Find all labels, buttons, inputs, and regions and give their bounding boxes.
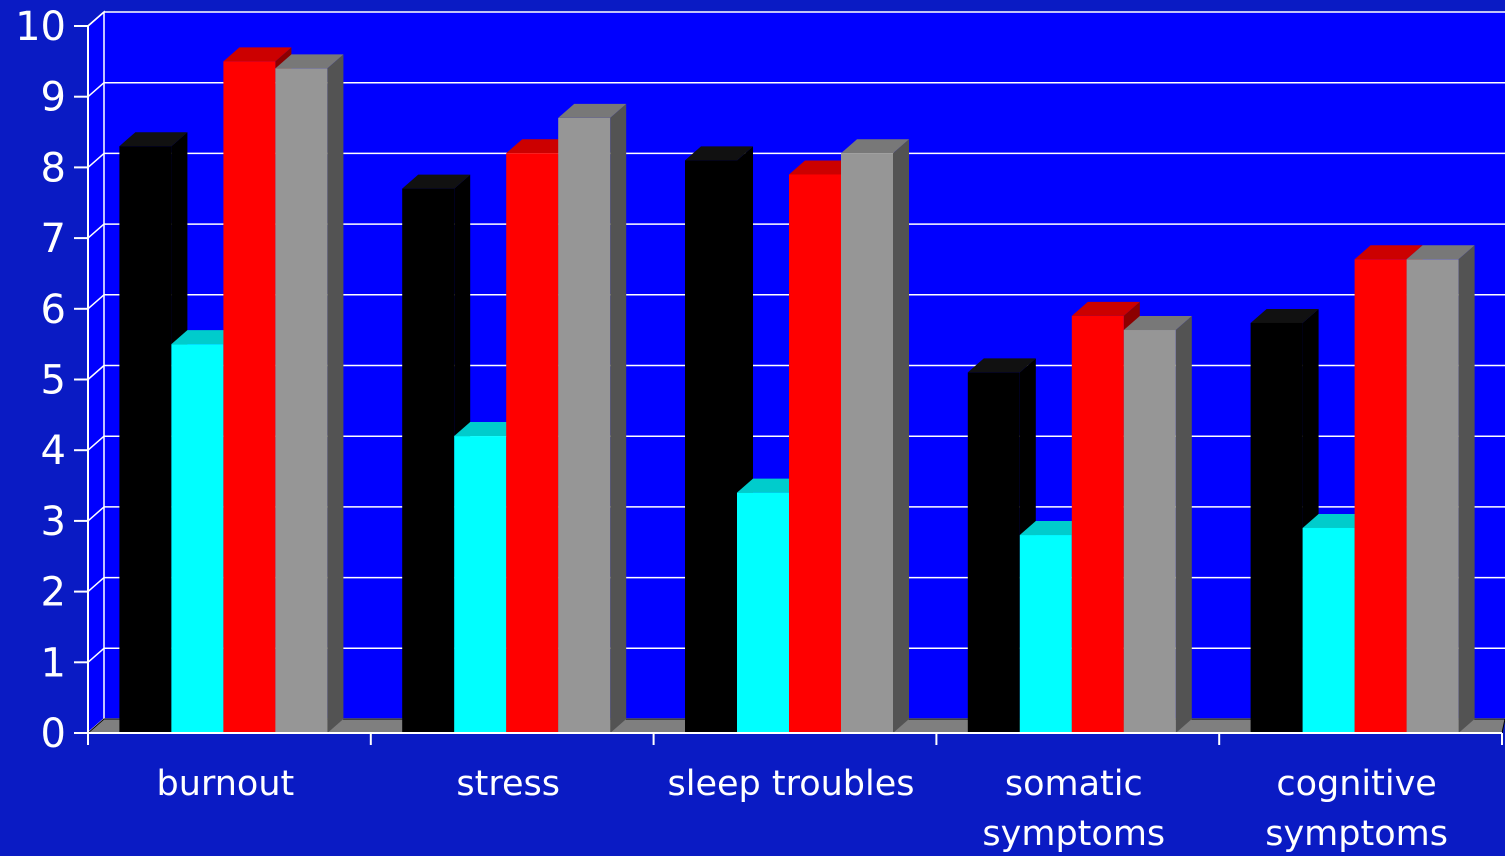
bar-front bbox=[275, 68, 328, 734]
bar-side bbox=[1458, 245, 1475, 733]
y-tick-label: 10 bbox=[15, 4, 66, 50]
y-tick-label: 4 bbox=[41, 428, 66, 474]
y-tick-label: 0 bbox=[41, 711, 66, 757]
bar-top bbox=[685, 146, 753, 161]
bar-front bbox=[223, 61, 276, 734]
y-axis-ticks: 0 1 2 3 4 5 6 7 8 9 10 bbox=[15, 4, 88, 757]
x-category-label: sleep troubles bbox=[667, 764, 914, 804]
bar-top bbox=[737, 478, 805, 493]
y-tick-label: 6 bbox=[41, 287, 66, 333]
x-axis-labels: burnout stress sleep troubles somatic sympto… bbox=[157, 764, 1448, 854]
x-category-label: somatic symptoms bbox=[982, 764, 1165, 854]
bar-top bbox=[1354, 245, 1423, 260]
gridline-side bbox=[87, 435, 105, 451]
bar-front bbox=[841, 153, 893, 733]
bar-side bbox=[893, 139, 909, 733]
bar-front bbox=[119, 146, 172, 733]
bar-front bbox=[558, 117, 611, 733]
bar bbox=[841, 139, 909, 733]
bar-top bbox=[402, 174, 471, 189]
y-tick-label: 3 bbox=[41, 499, 66, 545]
bar-front bbox=[454, 436, 507, 733]
bar-top bbox=[967, 358, 1036, 373]
bar-side bbox=[610, 103, 627, 733]
bar-side bbox=[1175, 316, 1192, 733]
bar bbox=[275, 54, 344, 734]
y-tick-label: 2 bbox=[41, 570, 66, 616]
x-category-label-line: burnout bbox=[157, 764, 295, 804]
x-category-label-line: symptoms bbox=[1265, 814, 1448, 854]
bar-front bbox=[1250, 322, 1303, 733]
x-category-label: cognitive symptoms bbox=[1265, 764, 1448, 854]
bar-front bbox=[1406, 259, 1459, 733]
y-tick-label: 9 bbox=[41, 75, 66, 121]
bar-top bbox=[171, 330, 240, 345]
gridline-side bbox=[87, 223, 105, 239]
x-category-label-line: stress bbox=[456, 764, 560, 804]
bar bbox=[558, 103, 627, 733]
gridline-side bbox=[87, 11, 105, 27]
bar-front bbox=[1123, 330, 1176, 733]
bar-top bbox=[1123, 316, 1192, 331]
bar-front bbox=[737, 492, 789, 733]
bar-front bbox=[506, 153, 559, 733]
gridline-side bbox=[87, 506, 105, 522]
gridline-side bbox=[87, 152, 105, 168]
bars bbox=[119, 47, 1475, 734]
bar-front bbox=[1354, 259, 1407, 733]
bar-side bbox=[327, 54, 344, 734]
bar-top bbox=[1302, 513, 1371, 528]
y-tick-label: 5 bbox=[41, 358, 66, 404]
bar-top bbox=[558, 103, 627, 118]
bar-top bbox=[1071, 301, 1140, 316]
bar-front bbox=[171, 344, 224, 733]
x-category-label-line: somatic bbox=[1005, 764, 1143, 804]
bar-front bbox=[1071, 315, 1124, 733]
gridline-side bbox=[87, 647, 105, 663]
y-tick-label: 1 bbox=[41, 640, 66, 686]
bar-front bbox=[1019, 535, 1072, 733]
bar-top bbox=[454, 422, 523, 437]
bar-top bbox=[275, 54, 344, 69]
bar bbox=[1406, 245, 1475, 733]
bar-top bbox=[119, 132, 188, 147]
x-category-label: stress bbox=[456, 764, 560, 804]
bar-front bbox=[789, 174, 841, 734]
x-category-label-line: sleep troubles bbox=[667, 764, 914, 804]
x-category-label-line: cognitive bbox=[1276, 764, 1436, 804]
bar-front bbox=[1302, 527, 1355, 733]
gridline-side bbox=[87, 82, 105, 98]
bar-top bbox=[841, 139, 909, 154]
gridline-side bbox=[87, 364, 105, 381]
bar-top bbox=[1019, 521, 1088, 536]
gridline-side bbox=[87, 577, 105, 593]
bar-top bbox=[223, 47, 292, 62]
bar bbox=[1123, 316, 1192, 733]
y-tick-label: 7 bbox=[41, 216, 66, 262]
bar-front bbox=[402, 188, 455, 734]
x-category-label-line: symptoms bbox=[982, 814, 1165, 854]
bar-top bbox=[1406, 245, 1475, 260]
bar-top bbox=[506, 139, 575, 154]
bar-front bbox=[685, 160, 737, 733]
gridline-side bbox=[87, 294, 105, 310]
bar-top bbox=[1250, 308, 1319, 323]
bar-front bbox=[967, 372, 1020, 733]
x-category-label: burnout bbox=[157, 764, 295, 804]
bar-top bbox=[789, 160, 857, 175]
y-tick-label: 8 bbox=[41, 145, 66, 191]
